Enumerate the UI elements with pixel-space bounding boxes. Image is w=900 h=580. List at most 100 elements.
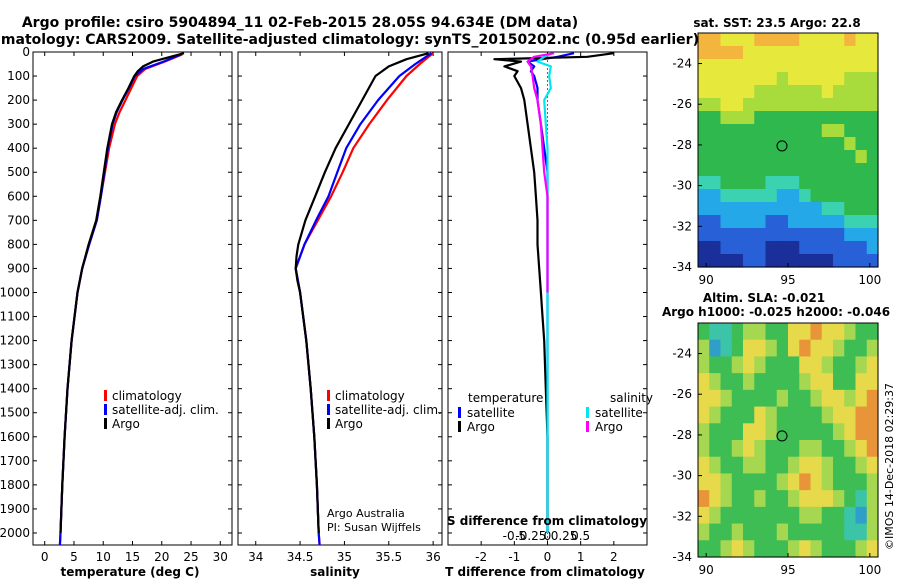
sla_map-cell bbox=[833, 473, 845, 491]
sst_map-cell bbox=[810, 254, 823, 268]
sst_map-cell bbox=[833, 137, 845, 151]
sst_map-cell bbox=[844, 202, 857, 216]
sla_map-cell bbox=[720, 389, 733, 408]
sst_map-cell bbox=[731, 33, 744, 47]
sla_map-cell bbox=[765, 323, 778, 341]
temperature-series-satellite-adj-clim- bbox=[58, 53, 182, 546]
sla_map-cell bbox=[765, 473, 778, 491]
sla_map-cell bbox=[709, 506, 722, 525]
sla_map-cell bbox=[765, 490, 778, 508]
sst_map-cell bbox=[731, 137, 744, 151]
sst_map-cell bbox=[754, 59, 767, 73]
sla_map-cell bbox=[743, 406, 755, 424]
sst_map-cell bbox=[720, 176, 733, 190]
sst_map-cell bbox=[720, 150, 733, 164]
sst_map-cell bbox=[720, 163, 733, 177]
sla_map-cell bbox=[776, 440, 789, 458]
sst_map-cell bbox=[720, 111, 733, 125]
sst_map-cell bbox=[855, 124, 868, 138]
difference-legend-temperature-swatch bbox=[458, 407, 461, 418]
sla_map-cell bbox=[810, 406, 823, 424]
sst_map-cell bbox=[788, 254, 800, 268]
sla_map-cell bbox=[754, 506, 767, 525]
sla_map-cell bbox=[844, 373, 857, 391]
sst_map-cell bbox=[698, 33, 710, 47]
temperature-panel: 0100200300400500600700800900100011001200… bbox=[0, 45, 233, 564]
sla_map-cell bbox=[731, 423, 744, 441]
sla_map-cell bbox=[731, 323, 744, 341]
sla_map-cell bbox=[866, 423, 879, 441]
sst_map-cell bbox=[855, 215, 868, 229]
depth-tick-label: 600 bbox=[7, 189, 30, 203]
salinity-xtick-label: 34 bbox=[248, 550, 263, 564]
sla_map-cell bbox=[788, 456, 800, 475]
sla_map-cell bbox=[810, 356, 823, 374]
salinity-diff-xtick-label: 0.5 bbox=[571, 529, 590, 543]
sst_map-cell bbox=[799, 202, 812, 216]
sst_map-cell bbox=[844, 228, 857, 242]
sla_map-cell bbox=[698, 440, 710, 458]
sst_map-cell bbox=[754, 124, 767, 138]
sla_map-cell bbox=[821, 406, 834, 424]
sla_map-cell bbox=[743, 473, 755, 491]
sla_map-cell bbox=[776, 506, 789, 525]
sla_map-cell bbox=[866, 339, 879, 358]
sst_map-cell bbox=[833, 85, 845, 99]
sla_map-cell bbox=[799, 540, 812, 558]
sla_map-cell bbox=[698, 389, 710, 408]
sst_map-cell bbox=[731, 85, 744, 99]
sla_map-cell bbox=[754, 473, 767, 491]
sst_map-cell bbox=[720, 202, 733, 216]
salinity-xtick-label: 35.5 bbox=[375, 550, 402, 564]
sst_map-cell bbox=[776, 176, 789, 190]
depth-tick-label: 500 bbox=[7, 165, 30, 179]
sst_map-cell bbox=[765, 241, 778, 255]
sla_map-cell bbox=[709, 423, 722, 441]
sst_map-cell bbox=[709, 46, 722, 60]
sst_map-cell bbox=[799, 33, 812, 47]
sst_map-cell bbox=[788, 33, 800, 47]
sla_map-cell bbox=[799, 373, 812, 391]
sst_map-cell bbox=[855, 163, 868, 177]
sla_map-cell bbox=[799, 490, 812, 508]
sst_map-cell bbox=[799, 72, 812, 86]
sla_map-cell bbox=[788, 406, 800, 424]
sla_map-cell bbox=[799, 423, 812, 441]
sst_map-cell bbox=[788, 59, 800, 73]
sla_map-cell bbox=[788, 323, 800, 341]
sst_map-cell bbox=[788, 111, 800, 125]
sst_map-cell bbox=[743, 124, 755, 138]
sla_map-cell bbox=[698, 356, 710, 374]
sst_map-cell bbox=[810, 98, 823, 112]
sst_map-cell bbox=[731, 202, 744, 216]
sst_map-cell bbox=[776, 215, 789, 229]
sst_map-cell bbox=[866, 163, 879, 177]
sla_map-cell bbox=[698, 323, 710, 341]
sst_map-cell bbox=[743, 85, 755, 99]
sst_map-cell bbox=[788, 85, 800, 99]
sst_map-cell bbox=[743, 33, 755, 47]
sst_map-ytick-label: -24 bbox=[672, 57, 692, 71]
sst_map-cell bbox=[799, 59, 812, 73]
sst_map-cell bbox=[788, 98, 800, 112]
sla_map-profile-marker bbox=[776, 430, 788, 442]
temperature-legend-label: satellite-adj. clim. bbox=[112, 403, 219, 417]
sla_map-cell bbox=[799, 440, 812, 458]
sst_map-cell bbox=[855, 254, 868, 268]
sla_map-cell bbox=[731, 339, 744, 358]
depth-tick-label: 1900 bbox=[0, 502, 30, 516]
sst_map-cell bbox=[720, 59, 733, 73]
sst_map-cell bbox=[844, 137, 857, 151]
sst_map-ytick-label: -30 bbox=[672, 179, 692, 193]
sst_map-cell bbox=[709, 137, 722, 151]
sst_map-cell bbox=[754, 33, 767, 47]
sla_map-xtick-label: 90 bbox=[699, 563, 714, 577]
sla_map-cell bbox=[776, 323, 789, 341]
sst_map-cell bbox=[765, 202, 778, 216]
sst_map-cell bbox=[720, 137, 733, 151]
sla_map-cell bbox=[698, 506, 710, 525]
sla_map-cell bbox=[776, 540, 789, 558]
sst_map-cell bbox=[743, 254, 755, 268]
sst_map-cell bbox=[866, 215, 879, 229]
sla_map-cell bbox=[866, 389, 879, 408]
